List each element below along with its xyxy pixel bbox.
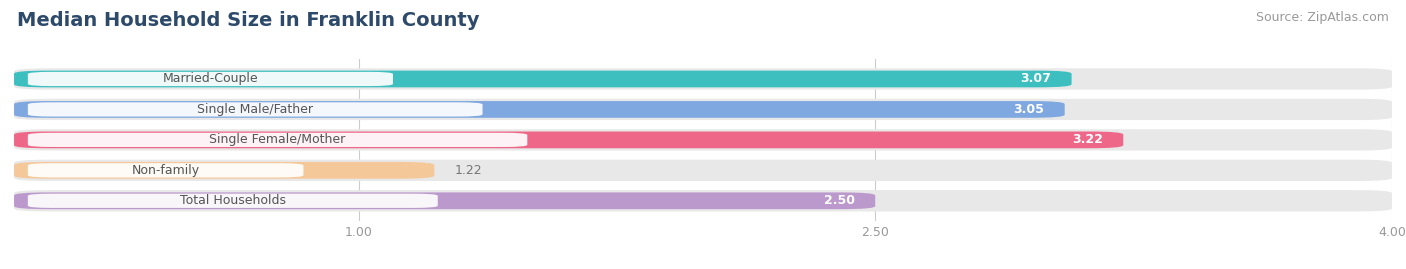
Text: Total Households: Total Households [180, 194, 285, 207]
FancyBboxPatch shape [14, 70, 1071, 87]
FancyBboxPatch shape [28, 133, 527, 147]
Text: Single Female/Mother: Single Female/Mother [209, 133, 346, 146]
FancyBboxPatch shape [14, 132, 1123, 148]
FancyBboxPatch shape [28, 194, 437, 208]
FancyBboxPatch shape [28, 102, 482, 116]
FancyBboxPatch shape [14, 68, 1392, 90]
FancyBboxPatch shape [28, 163, 304, 178]
FancyBboxPatch shape [14, 190, 1392, 211]
Text: Single Male/Father: Single Male/Father [197, 103, 314, 116]
Text: Married-Couple: Married-Couple [163, 72, 259, 86]
Text: Non-family: Non-family [132, 164, 200, 177]
FancyBboxPatch shape [28, 72, 394, 86]
Text: Median Household Size in Franklin County: Median Household Size in Franklin County [17, 11, 479, 30]
FancyBboxPatch shape [14, 101, 1064, 118]
FancyBboxPatch shape [14, 99, 1392, 120]
Text: 3.05: 3.05 [1014, 103, 1045, 116]
FancyBboxPatch shape [14, 192, 875, 209]
Text: 3.22: 3.22 [1071, 133, 1102, 146]
FancyBboxPatch shape [14, 160, 1392, 181]
Text: 3.07: 3.07 [1019, 72, 1050, 86]
FancyBboxPatch shape [14, 129, 1392, 151]
Text: 2.50: 2.50 [824, 194, 855, 207]
Text: 1.22: 1.22 [456, 164, 482, 177]
FancyBboxPatch shape [14, 162, 434, 179]
Text: Source: ZipAtlas.com: Source: ZipAtlas.com [1256, 11, 1389, 24]
